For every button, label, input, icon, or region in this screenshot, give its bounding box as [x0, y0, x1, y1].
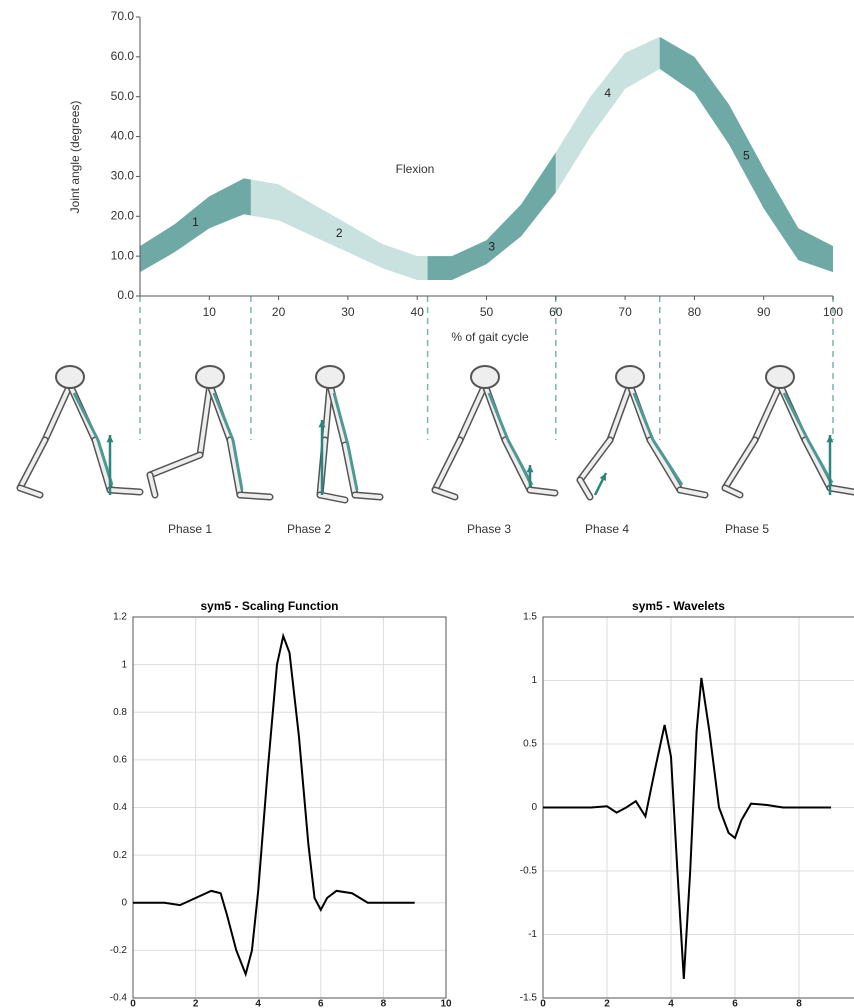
y-tick-label: 0.0	[117, 288, 134, 302]
x-tick-label: 80	[688, 305, 702, 319]
chart-title: sym5 - Scaling Function	[200, 599, 338, 613]
arrow-head	[827, 435, 834, 442]
y-tick-label: -0.2	[110, 945, 128, 956]
muscle	[74, 393, 98, 440]
muscle	[653, 440, 682, 485]
bone	[630, 385, 650, 440]
chart-title: sym5 - Wavelets	[632, 599, 725, 613]
bone	[110, 490, 140, 492]
x-tick-label: 70	[618, 305, 632, 319]
pelvis	[196, 366, 224, 388]
segment-label: 2	[336, 226, 343, 240]
pelvis	[616, 366, 644, 388]
arrow-head	[107, 435, 114, 442]
x-tick-label: 0	[540, 999, 546, 1008]
x-tick-label: 10	[203, 305, 217, 319]
segment-label: 5	[743, 149, 750, 163]
y-tick-label: 1	[121, 659, 127, 670]
bone	[650, 440, 680, 490]
bone	[755, 385, 780, 440]
segment-label: 1	[192, 215, 199, 229]
y-axis-label: Joint angle (degrees)	[68, 101, 82, 214]
y-tick-label: 20.0	[111, 208, 135, 222]
bone	[210, 385, 230, 440]
phase-label: Phase 5	[725, 522, 769, 536]
bone	[485, 385, 505, 440]
x-tick-label: 2	[604, 999, 610, 1008]
bone	[330, 385, 345, 445]
pelvis	[471, 366, 499, 388]
x-tick-label: 0	[130, 999, 136, 1008]
y-tick-label: 0.8	[113, 707, 127, 718]
y-tick-label: 50.0	[111, 89, 135, 103]
y-tick-label: 1	[531, 675, 537, 686]
y-tick-label: 70.0	[111, 9, 135, 23]
x-axis-label: % of gait cycle	[451, 330, 529, 344]
bone	[435, 440, 460, 490]
muscle	[214, 393, 233, 440]
bone	[355, 495, 380, 497]
phase-label: Phase 1	[168, 522, 212, 536]
x-tick-label: 10	[440, 999, 452, 1008]
bone	[95, 440, 110, 490]
muscle	[489, 393, 508, 440]
pelvis	[316, 366, 344, 388]
x-tick-label: 20	[272, 305, 286, 319]
x-tick-label: 50	[480, 305, 494, 319]
bone	[45, 385, 70, 440]
y-tick-label: 0	[121, 897, 127, 908]
phase-label: Phase 2	[287, 522, 331, 536]
y-tick-label: 0.4	[113, 802, 127, 813]
y-tick-label: -1	[528, 929, 537, 940]
muscle	[784, 393, 808, 440]
x-tick-label: 8	[381, 999, 387, 1008]
bone	[610, 385, 630, 440]
y-tick-label: -0.5	[520, 866, 538, 877]
y-tick-label: -0.4	[110, 993, 128, 1004]
y-tick-label: 1.2	[113, 612, 127, 623]
x-tick-label: 6	[318, 999, 324, 1008]
x-tick-label: 6	[732, 999, 738, 1008]
x-tick-label: 100	[823, 305, 843, 319]
y-tick-label: 0.6	[113, 755, 127, 766]
y-tick-label: 60.0	[111, 49, 135, 63]
bone	[805, 440, 830, 488]
pelvis	[766, 366, 794, 388]
y-tick-label: 1.5	[523, 612, 537, 623]
muscle	[634, 393, 653, 440]
bone	[725, 440, 755, 488]
x-tick-label: 4	[668, 999, 674, 1008]
arrow-head	[527, 465, 534, 472]
page: 123450.010.020.030.040.050.060.070.01020…	[0, 0, 854, 1008]
muscle	[508, 440, 532, 485]
muscle	[808, 440, 832, 483]
y-tick-label: 0.5	[523, 739, 537, 750]
x-tick-label: 60	[549, 305, 563, 319]
band-segment	[140, 37, 833, 280]
bone	[20, 440, 45, 488]
bone	[505, 440, 530, 490]
gait-illustrations	[20, 366, 854, 500]
y-tick-label: 0	[531, 802, 537, 813]
y-tick-label: -1.5	[520, 993, 538, 1004]
x-tick-label: 8	[796, 999, 802, 1008]
annotation: Flexion	[396, 162, 435, 176]
x-tick-label: 4	[255, 999, 261, 1008]
bone	[150, 455, 200, 475]
y-tick-label: 30.0	[111, 169, 135, 183]
segment-label: 4	[604, 86, 611, 100]
x-tick-label: 30	[341, 305, 355, 319]
segment-label: 3	[488, 240, 495, 254]
phase-label: Phase 4	[585, 522, 629, 536]
y-tick-label: 0.2	[113, 850, 127, 861]
y-tick-label: 40.0	[111, 129, 135, 143]
bone	[240, 495, 270, 497]
x-tick-label: 90	[757, 305, 771, 319]
y-tick-label: 10.0	[111, 248, 135, 262]
pelvis	[56, 366, 84, 388]
x-tick-label: 40	[411, 305, 425, 319]
bone	[460, 385, 485, 440]
x-tick-label: 2	[193, 999, 199, 1008]
phase-label: Phase 3	[467, 522, 511, 536]
